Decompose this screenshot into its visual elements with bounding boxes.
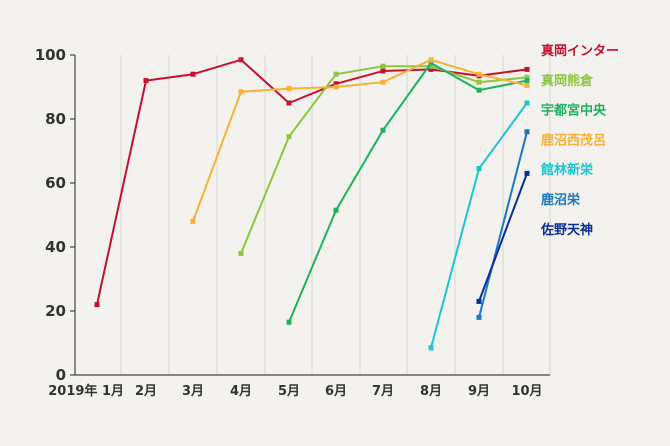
series-5-point-3 [524, 100, 530, 106]
x-tick-label-3: 3月 [182, 384, 204, 399]
legend-label-6: 鹿沼栄 [541, 192, 581, 208]
x-tick-label-4: 4月 [230, 384, 252, 399]
series-6 [476, 129, 530, 320]
y-tick-label-40: 40 [45, 238, 66, 256]
series-2-point-2 [286, 134, 292, 140]
series-3 [286, 60, 530, 325]
series-4-point-6 [428, 57, 434, 63]
legend-label-4: 鹿沼西茂呂 [541, 132, 606, 148]
x-tick-label-7: 7月 [372, 384, 394, 399]
series-4-point-8 [524, 82, 530, 88]
x-tick-label-5: 5月 [278, 384, 300, 399]
series-3-line [288, 62, 528, 323]
series-1-point-6 [333, 81, 339, 87]
series-2-line [240, 65, 528, 254]
grid [120, 55, 551, 375]
legend-label-3: 宇都宮中央 [541, 103, 607, 119]
series-4-point-3 [286, 86, 292, 92]
series-2-point-4 [380, 63, 386, 69]
x-tick-label-1: 2019年 1月 [48, 383, 124, 399]
series-1-point-5 [286, 100, 292, 106]
series-1-point-8 [428, 66, 434, 72]
series-2 [238, 63, 530, 256]
y-axis-ticks: 0 20 40 60 80 100 [35, 46, 75, 384]
series-3-point-5 [476, 87, 482, 93]
series-6-line [478, 131, 528, 318]
series-4-line [192, 58, 528, 222]
series-1-point-1 [94, 302, 100, 308]
series-5-point-1 [428, 345, 434, 351]
series-4-point-4 [333, 84, 339, 90]
series-7-line [478, 173, 528, 302]
x-tick-label-8: 8月 [420, 384, 442, 399]
series-4-point-7 [476, 71, 482, 77]
series-4-point-1 [190, 218, 196, 224]
y-tick-label-80: 80 [45, 110, 66, 128]
series-layer [94, 57, 530, 351]
series-5-line [430, 102, 528, 349]
series-2-point-7 [524, 74, 530, 80]
series-7 [476, 170, 530, 304]
series-3-point-4 [428, 60, 434, 66]
series-1-point-4 [238, 57, 244, 63]
x-tick-label-2: 2月 [135, 384, 157, 399]
y-tick-label-60: 60 [45, 174, 66, 192]
x-tick-label-6: 6月 [325, 384, 347, 399]
series-2-point-1 [238, 250, 244, 256]
series-1-point-2 [143, 78, 149, 84]
x-tick-label-10: 10月 [511, 384, 542, 399]
legend-label-2: 真岡熊倉 [541, 73, 594, 89]
series-5-point-2 [476, 166, 482, 172]
legend-label-5: 館林新栄 [541, 162, 594, 178]
x-tick-label-9: 9月 [468, 384, 490, 399]
series-2-point-3 [333, 71, 339, 77]
series-3-point-1 [286, 319, 292, 325]
series-2-point-6 [476, 79, 482, 85]
series-6-point-2 [524, 129, 530, 135]
series-4-point-2 [238, 89, 244, 95]
series-3-point-6 [524, 78, 530, 84]
series-3-point-3 [380, 127, 386, 133]
legend-label-1: 真岡インター [541, 43, 619, 59]
series-4-point-5 [380, 79, 386, 85]
series-1-point-7 [380, 68, 386, 74]
series-4 [190, 57, 530, 224]
y-tick-label-100: 100 [35, 46, 66, 64]
series-5 [428, 100, 530, 351]
x-axis-ticks: 2019年 1月 2月 3月 4月 5月 6月 7月 8月 9月 10月 [48, 383, 542, 399]
axes [74, 55, 550, 376]
legend-label-7: 佐野天神 [540, 222, 593, 238]
series-7-point-1 [476, 298, 482, 304]
y-tick-label-20: 20 [45, 302, 66, 320]
y-tick-label-0: 0 [56, 366, 66, 384]
series-6-point-1 [476, 314, 482, 320]
series-1-point-3 [190, 71, 196, 77]
series-1-line [96, 58, 528, 305]
series-1-point-10 [524, 66, 530, 72]
series-3-point-2 [333, 207, 339, 213]
series-7-point-2 [524, 170, 530, 176]
series-2-point-5 [428, 63, 434, 69]
